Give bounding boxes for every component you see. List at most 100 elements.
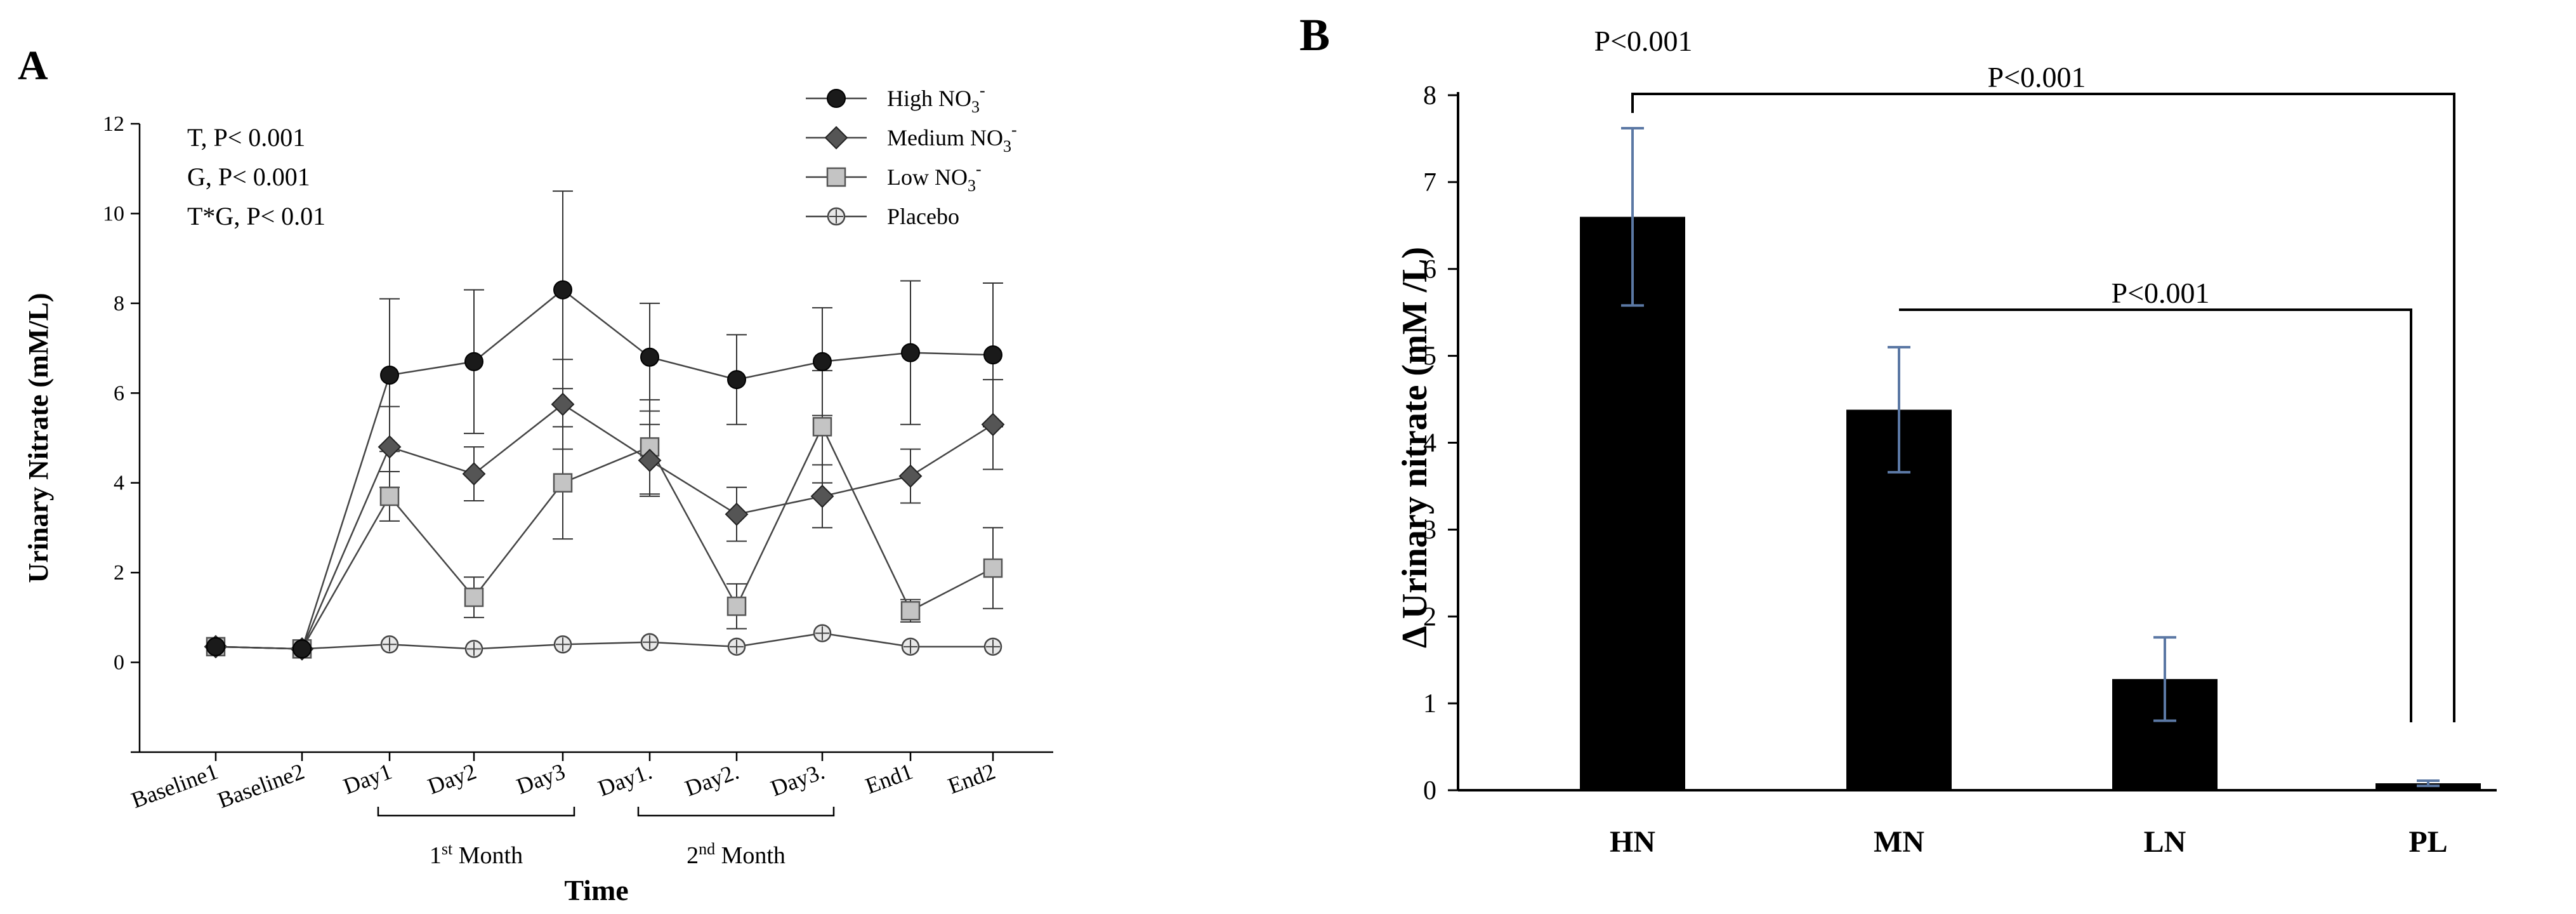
y-tick-label: 7 bbox=[1423, 168, 1436, 197]
data-point bbox=[813, 352, 832, 371]
series-diamond bbox=[204, 392, 1005, 661]
x-tick-label: Day1 bbox=[340, 758, 395, 799]
y-tick-label: 6 bbox=[114, 381, 124, 405]
error-bar bbox=[1621, 127, 1644, 307]
legend-label: High NO3- bbox=[887, 81, 985, 116]
series-line bbox=[215, 289, 994, 650]
y-tick-label: 12 bbox=[103, 112, 124, 136]
error-bar bbox=[2153, 636, 2176, 722]
y-tick-label: 3 bbox=[1423, 515, 1436, 545]
legend-item: High NO3- bbox=[806, 81, 985, 116]
stats-text: G, P< 0.001 bbox=[187, 162, 310, 191]
y-tick-label: 5 bbox=[1423, 342, 1436, 371]
data-point bbox=[462, 462, 486, 486]
data-point bbox=[898, 464, 923, 488]
series-circle bbox=[206, 280, 1002, 659]
data-point bbox=[983, 345, 1002, 365]
y-tick-label: 6 bbox=[1423, 255, 1436, 284]
series-square bbox=[206, 417, 1003, 659]
legend: High NO3- Medium NO3- Low NO3- Placebo bbox=[806, 81, 1017, 229]
data-point bbox=[901, 637, 920, 656]
significance-bracket bbox=[1899, 308, 2412, 722]
data-point bbox=[379, 486, 400, 507]
panel-b: 0 1 2 3 4 5 6 7 8 HN MN LN PL Δ Urinary nitrate (mM /… bbox=[1395, 25, 2497, 859]
y-tick-label: 8 bbox=[1423, 81, 1436, 110]
data-point bbox=[826, 167, 846, 187]
x-tick-label: LN bbox=[2144, 825, 2186, 859]
data-point bbox=[901, 343, 920, 362]
legend-item: Low NO3- bbox=[806, 160, 982, 195]
significance-bracket bbox=[1631, 93, 2455, 722]
data-point bbox=[206, 637, 225, 656]
y-tick-label: 1 bbox=[1423, 689, 1436, 719]
data-point bbox=[812, 417, 832, 437]
x-tick-label: MN bbox=[1874, 825, 1924, 859]
series-errorbars bbox=[379, 190, 1003, 453]
bar bbox=[1580, 216, 1685, 790]
y-axis-title: Urinary Nitrate (mM/L) bbox=[23, 293, 54, 583]
y-tick-label: 0 bbox=[1423, 776, 1436, 805]
x-tick-label: Baseline1 bbox=[128, 758, 221, 813]
data-point bbox=[292, 639, 312, 659]
month-bracket bbox=[377, 807, 575, 817]
data-point bbox=[553, 635, 572, 654]
legend-item: Medium NO3- bbox=[806, 121, 1017, 156]
x-tick-label: Day3 bbox=[513, 758, 568, 799]
panel-b-letter: B bbox=[1299, 10, 1331, 60]
x-tick-label: Day1. bbox=[595, 758, 655, 801]
error-bar bbox=[2417, 779, 2440, 788]
stats-text: T, P< 0.001 bbox=[187, 123, 305, 152]
x-tick-label: PL bbox=[2408, 825, 2447, 859]
data-point bbox=[640, 347, 659, 367]
legend-label: Low NO3- bbox=[887, 160, 982, 195]
y-axis-title: Δ Urinary nitrate (mM /L) bbox=[1395, 247, 1435, 648]
data-point bbox=[983, 558, 1003, 578]
p-value-label: P<0.001 bbox=[1987, 61, 2086, 93]
data-point bbox=[640, 633, 659, 651]
month-label: 2nd Month bbox=[687, 840, 785, 869]
data-point bbox=[827, 89, 846, 108]
legend-label: Medium NO3- bbox=[887, 121, 1017, 156]
series-line bbox=[215, 632, 993, 650]
legend-item: Placebo bbox=[806, 204, 959, 229]
x-tick-label: HN bbox=[1610, 825, 1655, 859]
y-tick-label: 4 bbox=[114, 472, 124, 495]
data-point bbox=[464, 587, 484, 607]
data-point bbox=[813, 624, 832, 642]
y-tick-label: 8 bbox=[114, 292, 124, 315]
data-point bbox=[726, 596, 747, 616]
series-line bbox=[215, 403, 994, 650]
data-point bbox=[983, 637, 1002, 656]
data-point bbox=[551, 392, 575, 416]
y-tick-label: 4 bbox=[1423, 429, 1436, 458]
series-errorbars bbox=[379, 359, 1003, 542]
p-value-label: P<0.001 bbox=[1594, 25, 1692, 57]
y-tick-label: 10 bbox=[103, 202, 124, 225]
panel-a-letter: A bbox=[18, 43, 48, 89]
x-tick-label: End1 bbox=[862, 758, 916, 799]
series-line bbox=[215, 425, 994, 650]
data-point bbox=[727, 637, 746, 656]
data-point bbox=[725, 502, 749, 526]
data-point bbox=[638, 448, 662, 472]
data-point bbox=[378, 435, 402, 459]
data-point bbox=[464, 352, 483, 371]
x-tick-label: Day2. bbox=[681, 758, 742, 801]
x-tick-label: Baseline2 bbox=[214, 758, 308, 813]
data-point bbox=[464, 640, 483, 658]
p-value-label: P<0.001 bbox=[2111, 277, 2209, 309]
x-tick-label: End2 bbox=[945, 758, 999, 799]
data-point bbox=[981, 413, 1005, 437]
data-point bbox=[553, 280, 572, 300]
x-tick-label: Day3. bbox=[767, 758, 827, 801]
data-point bbox=[827, 207, 846, 226]
y-tick-label: 0 bbox=[114, 651, 124, 675]
x-axis-title: Time bbox=[564, 874, 628, 906]
data-point bbox=[380, 366, 399, 385]
series-crosscircle bbox=[206, 624, 1002, 658]
month-label: 1st Month bbox=[430, 840, 523, 869]
month-bracket bbox=[637, 807, 835, 817]
